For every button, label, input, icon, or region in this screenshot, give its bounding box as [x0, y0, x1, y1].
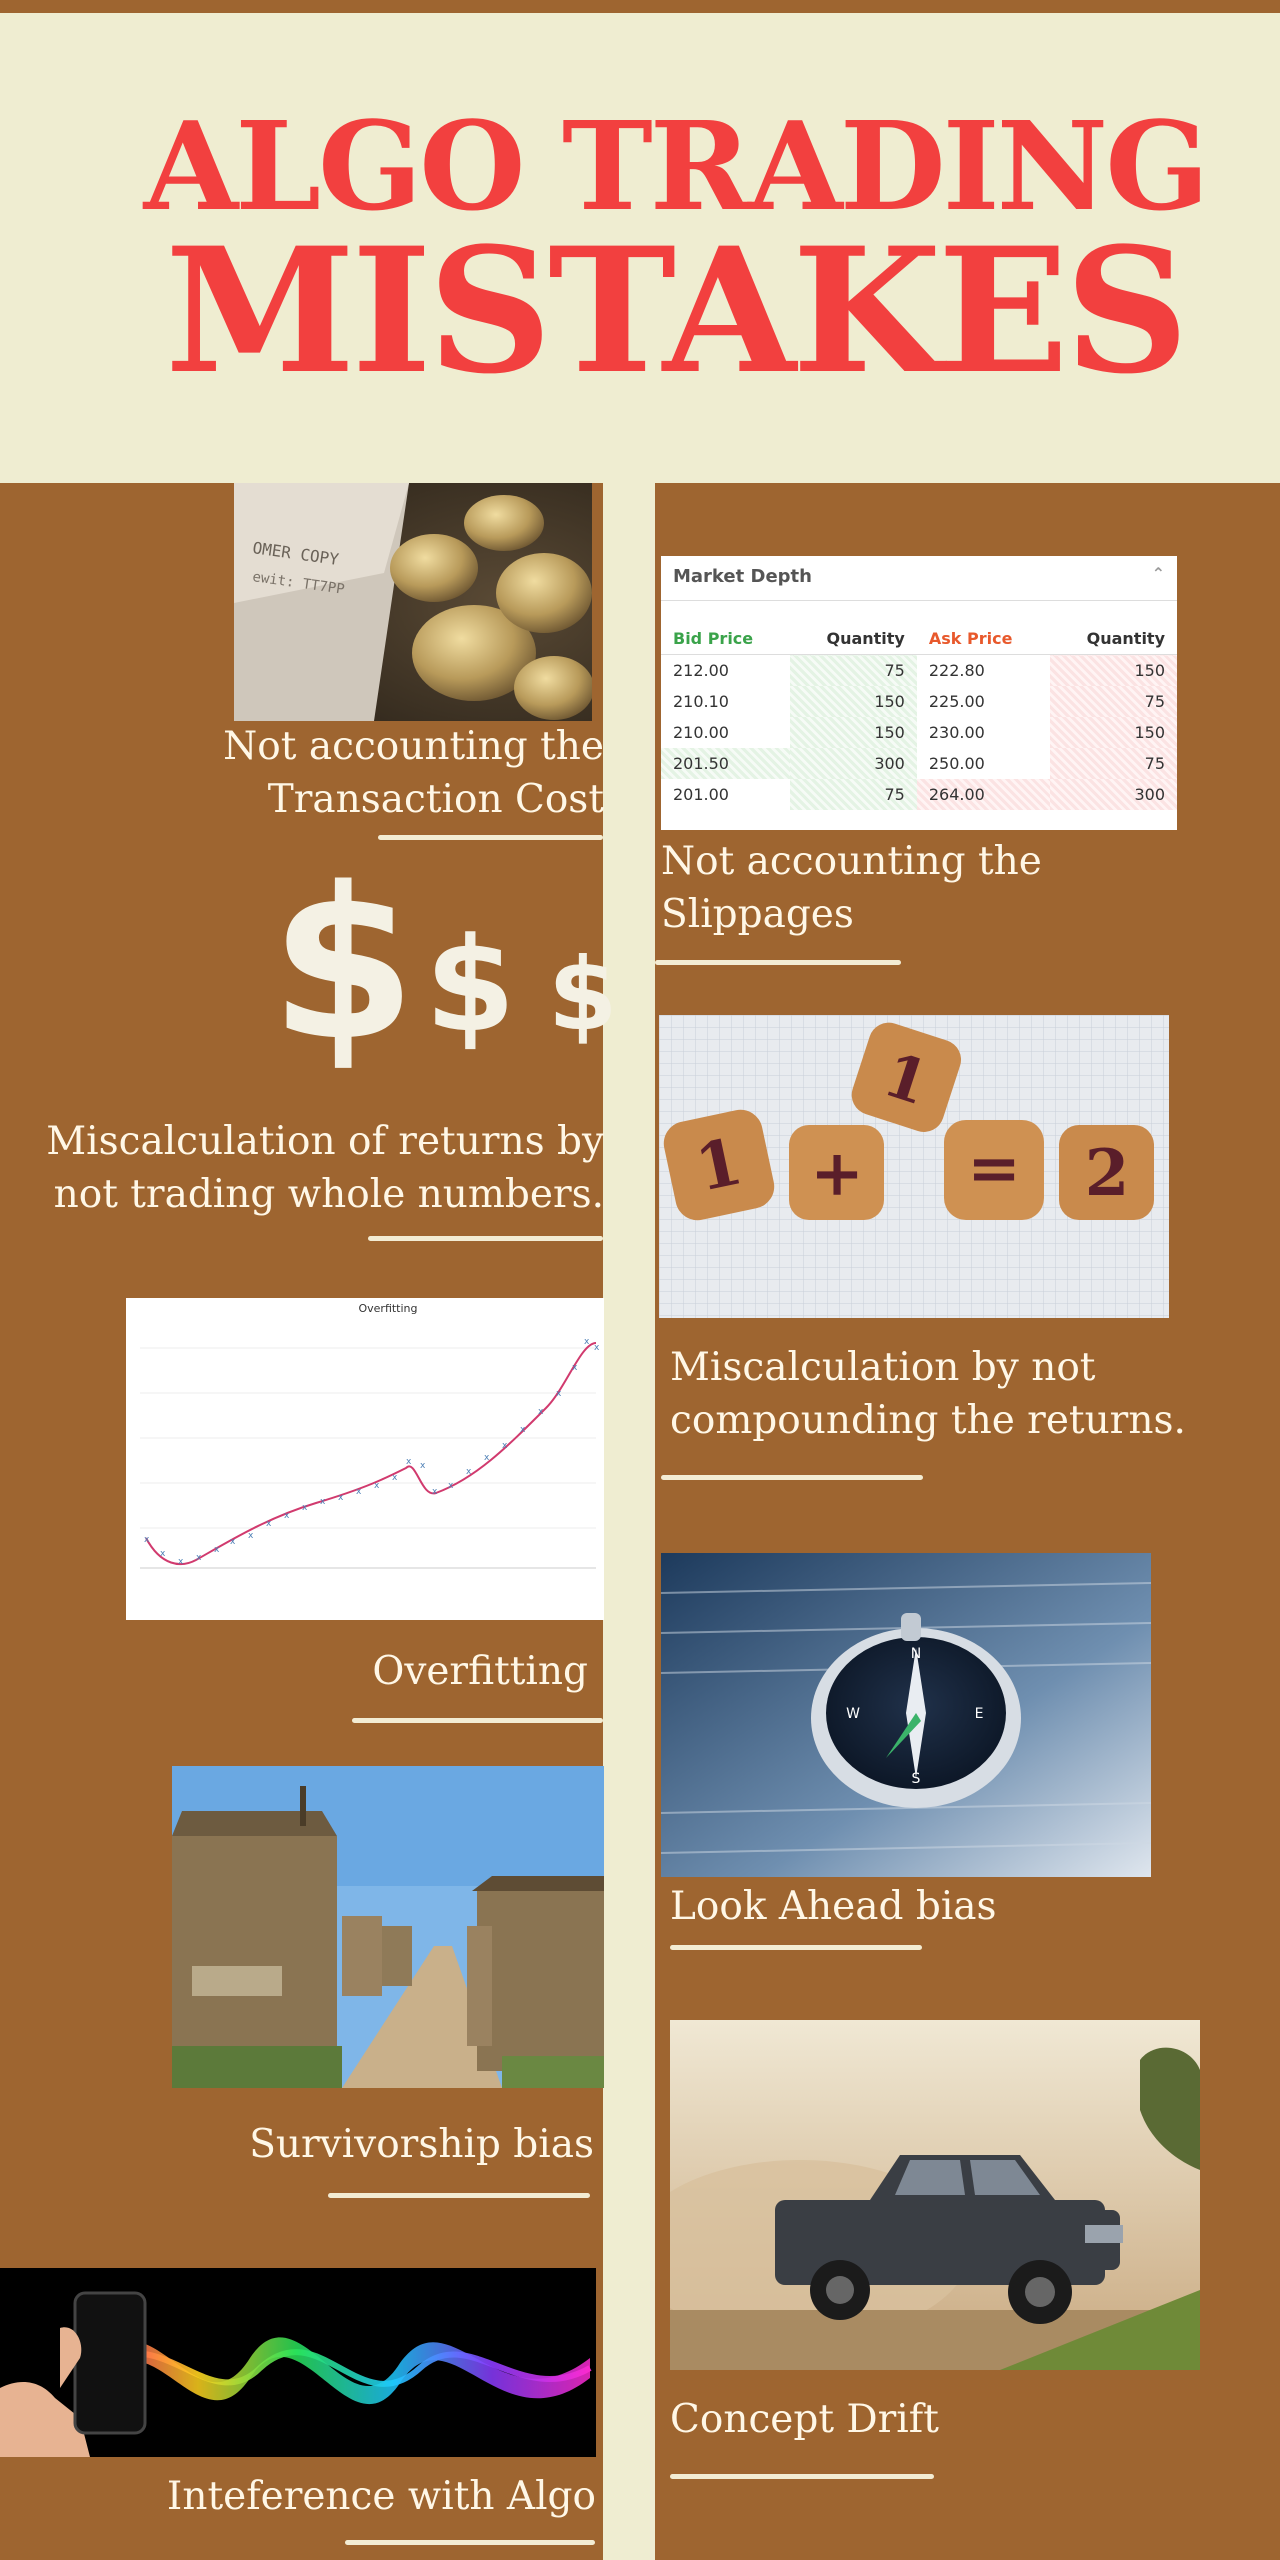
page-title-line2: MISTAKES	[165, 209, 1189, 412]
underline-whole-numbers	[368, 1236, 603, 1241]
svg-text:x: x	[392, 1473, 398, 1483]
col-ask-qty: Quantity	[1050, 623, 1177, 655]
svg-text:x: x	[484, 1453, 490, 1463]
table-row: 201.00 75 264.00 300	[661, 778, 1177, 810]
underline-transaction-cost	[378, 835, 603, 840]
svg-text:x: x	[520, 1425, 526, 1435]
market-depth-widget: Market Depth ⌃ Bid Price Quantity Ask Pr…	[661, 556, 1177, 830]
underline-slippages	[655, 960, 901, 965]
svg-text:x: x	[248, 1531, 254, 1541]
svg-text:x: x	[420, 1461, 426, 1471]
cookies-equation-photo: 1 + 1 = 2	[659, 1015, 1169, 1318]
dollar-icon-medium: $	[425, 909, 516, 1061]
svg-text:x: x	[320, 1497, 326, 1507]
caption-slippages: Not accounting the Slippages	[661, 839, 1042, 937]
svg-text:W: W	[846, 1706, 860, 1722]
page-title-line1: ALGO TRADING	[143, 94, 1210, 238]
dollar-icon-small: $	[548, 936, 618, 1053]
svg-text:E: E	[975, 1706, 984, 1722]
svg-text:x: x	[466, 1467, 472, 1477]
svg-text:x: x	[266, 1519, 272, 1529]
cookie-equals: =	[967, 1131, 1021, 1206]
market-depth-table: Bid Price Quantity Ask Price Quantity 21…	[661, 623, 1177, 810]
underline-interference	[345, 2540, 595, 2545]
svg-text:x: x	[584, 1337, 590, 1347]
dollar-icons: $ $ $	[270, 842, 618, 1110]
pickup-truck-photo	[670, 2020, 1200, 2370]
svg-text:N: N	[911, 1646, 921, 1662]
table-row: 201.50 300 250.00 75	[661, 747, 1177, 779]
market-depth-title: Market Depth	[673, 566, 812, 587]
table-row: 212.00 75 222.80 150	[661, 654, 1177, 686]
caption-whole-numbers: Miscalculation of returns by not trading…	[46, 1119, 604, 1217]
underline-compounding	[661, 1475, 923, 1480]
caption-transaction-cost: Not accounting the Transaction Cost	[223, 724, 604, 822]
overfitting-chart-title: Overfitting	[358, 1302, 417, 1315]
svg-text:x: x	[406, 1457, 412, 1467]
svg-text:x: x	[538, 1407, 544, 1417]
caption-survivorship: Survivorship bias	[249, 2122, 594, 2167]
underline-look-ahead	[670, 1945, 922, 1950]
svg-text:x: x	[556, 1389, 562, 1399]
svg-text:x: x	[178, 1557, 184, 1567]
caption-interference: Inteference with Algo	[166, 2474, 596, 2519]
caption-overfitting: Overfitting	[372, 1649, 588, 1694]
col-ask-price: Ask Price	[916, 623, 1051, 655]
svg-text:x: x	[448, 1481, 454, 1491]
svg-text:S: S	[912, 1771, 921, 1787]
svg-text:x: x	[502, 1441, 508, 1451]
market-depth-header: Market Depth ⌃	[661, 556, 1177, 601]
col-bid-qty: Quantity	[790, 623, 917, 655]
collapse-icon[interactable]: ⌃	[1151, 564, 1165, 583]
underline-overfitting	[352, 1718, 603, 1723]
table-row: 210.00 150 230.00 150	[661, 716, 1177, 748]
cemetery-photo	[172, 1766, 604, 2088]
cookie-2: 2	[1085, 1136, 1130, 1211]
svg-text:x: x	[284, 1511, 290, 1521]
caption-concept-drift: Concept Drift	[670, 2397, 939, 2442]
svg-text:x: x	[160, 1549, 166, 1559]
caption-compounding: Miscalculation by not compounding the re…	[670, 1345, 1186, 1443]
cookie-plus: +	[810, 1136, 864, 1211]
svg-text:x: x	[374, 1481, 380, 1491]
phone-waves-photo	[0, 2268, 596, 2457]
underline-concept-drift	[670, 2474, 934, 2479]
svg-text:x: x	[196, 1553, 202, 1563]
center-divider	[603, 483, 655, 2560]
table-row: 210.10 150 225.00 75	[661, 685, 1177, 717]
svg-text:x: x	[302, 1503, 308, 1513]
svg-text:x: x	[230, 1537, 236, 1547]
dollar-icon-large: $	[270, 842, 417, 1087]
top-bar	[0, 0, 1280, 13]
svg-text:x: x	[214, 1545, 220, 1555]
svg-text:x: x	[432, 1487, 438, 1497]
svg-text:x: x	[356, 1487, 362, 1497]
svg-text:x: x	[144, 1535, 150, 1545]
col-bid-price: Bid Price	[661, 623, 791, 655]
coins-receipt-photo: OMER COPY ewit: TT7PP	[234, 483, 592, 721]
header: ALGO TRADING MISTAKES	[0, 13, 1280, 483]
caption-look-ahead: Look Ahead bias	[670, 1884, 997, 1929]
svg-text:x: x	[594, 1343, 600, 1353]
underline-survivorship	[328, 2193, 590, 2198]
svg-text:x: x	[338, 1493, 344, 1503]
compass-photo: N S E W	[661, 1553, 1151, 1877]
svg-text:x: x	[572, 1363, 578, 1373]
